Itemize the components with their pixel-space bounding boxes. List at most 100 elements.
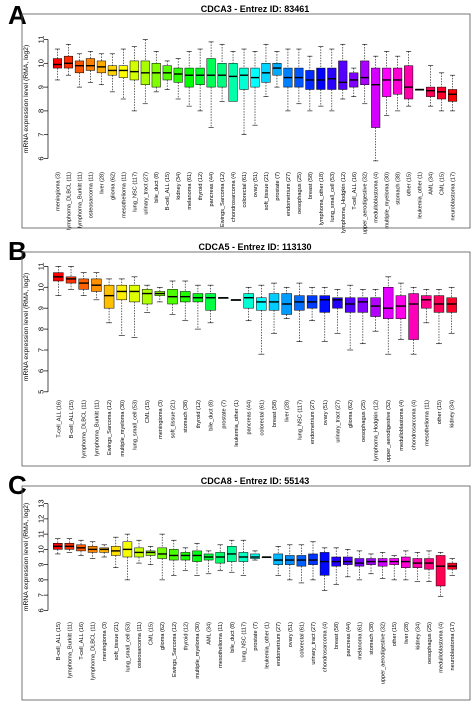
category-label: endometrium (27)	[276, 622, 282, 666]
category-label: glioma (62)	[160, 622, 166, 650]
category-label: B-cell_ALL (15)	[56, 622, 62, 660]
box-1: T-cell_ALL (16)	[53, 266, 64, 438]
box-body	[63, 55, 73, 69]
category-label: liver (28)	[404, 622, 410, 644]
box-8: CML (15)	[141, 284, 153, 423]
box-6: soft_tissue (21)	[111, 536, 121, 660]
box-body	[205, 293, 216, 311]
y-tick-label: 6	[37, 156, 46, 160]
category-label: osteosarcoma (11)	[88, 172, 94, 218]
category-label: B-cell_ALL (15)	[165, 172, 171, 210]
category-label: urinary_tract (27)	[335, 400, 341, 443]
chart-frame	[21, 13, 471, 229]
category-label: breast (58)	[308, 172, 314, 199]
box-27: lymphoma_Hodgkin (12)	[338, 43, 348, 233]
category-label: lung_small_cell (53)	[330, 172, 336, 222]
category-label: Ewings_Sarcoma (12)	[220, 172, 226, 227]
category-label: Ewings_Sarcoma (12)	[172, 622, 178, 677]
y-axis-label: mRNA expression level (RMA, log2)	[23, 273, 30, 381]
category-label: T-cell_ALL (16)	[352, 172, 358, 210]
category-label: lung_small_cell (53)	[125, 622, 131, 672]
category-label: bile_duct (8)	[154, 172, 160, 203]
box-31: other (15)	[433, 289, 445, 424]
y-axis-label: mRNA expression level (RMA, log2)	[23, 503, 30, 611]
category-label: oesophagus (25)	[427, 622, 433, 664]
box-body	[141, 289, 153, 305]
category-label: urinary_tract (27)	[311, 622, 317, 665]
box-22: endometrium (27)	[283, 48, 293, 216]
category-label: lung_small_cell (53)	[132, 400, 138, 450]
box-12: kidney (34)	[173, 58, 183, 200]
y-tick-label: 12	[37, 515, 46, 523]
y-tick-label: 11	[37, 262, 46, 270]
box-6: multiple_myeloma (30)	[116, 278, 127, 457]
y-tick-label: 7	[37, 593, 46, 597]
category-label: medulloblastoma (4)	[439, 622, 445, 673]
box-6: glioma (62)	[107, 53, 117, 200]
category-label: soft_tissue (21)	[264, 172, 270, 210]
category-label: lymphoma_Burkitt (11)	[67, 622, 73, 678]
y-tick-label: 10	[37, 283, 46, 291]
box-13: multiple_myeloma (30)	[192, 542, 202, 679]
box-body	[145, 550, 156, 556]
box-16: Ewings_Sarcoma (12)	[217, 43, 227, 227]
box-body	[377, 558, 388, 567]
category-label: pancreas (44)	[346, 622, 352, 657]
category-label: leukemia_other (1)	[265, 622, 271, 669]
box-29: upper_aerodigestive (32)	[377, 552, 388, 684]
box-body	[393, 67, 403, 95]
box-body	[343, 556, 353, 565]
box-5: Ewings_Sarcoma (12)	[103, 278, 115, 455]
box-body	[357, 297, 369, 313]
box-12: thyroid (12)	[192, 284, 204, 428]
box-17: colorectal (61)	[256, 284, 267, 435]
box-30: mesothelioma (11)	[421, 289, 432, 446]
boxplot-chart-cdca8: CDCA8 - Entrez ID: 55143 mRNA expression …	[21, 476, 471, 701]
box-16: pancreas (44)	[243, 286, 254, 435]
category-label: B-cell_ALL (15)	[69, 400, 75, 438]
box-31: liver (28)	[401, 550, 411, 644]
box-5: meningioma (3)	[99, 544, 109, 661]
box-body	[116, 284, 127, 301]
y-tick-label: 6	[37, 369, 46, 373]
category-label: meningioma (3)	[55, 172, 61, 211]
box-21: endometrium (27)	[306, 286, 318, 444]
category-label: lung_NSC (117)	[297, 400, 303, 440]
category-label: lymphoma_Burkitt (11)	[94, 400, 100, 456]
box-body	[129, 60, 139, 81]
box-4: lymphoma_DLBCL (11)	[87, 541, 98, 680]
box-5: liver (28)	[96, 53, 106, 194]
box-9: CML (15)	[145, 546, 156, 645]
category-label: pancreas (44)	[209, 172, 215, 207]
box-15: leukemia_other (1)	[230, 299, 242, 447]
box-body	[308, 553, 318, 565]
y-tick-label: 8	[37, 578, 46, 582]
category-label: melanoma (61)	[357, 622, 363, 660]
y-tick-label: 9	[37, 85, 46, 89]
box-body	[344, 297, 356, 313]
box-30: other (15)	[389, 555, 399, 646]
box-36: CML (15)	[437, 72, 447, 195]
box-body	[426, 86, 436, 97]
box-22: ovary (51)	[319, 286, 330, 425]
category-label: ovary (51)	[253, 172, 259, 197]
box-26: lung_small_cell (53)	[327, 48, 337, 222]
category-label: upper_aerodigestive (32)	[381, 622, 387, 684]
box-7: mesothelioma (11)	[118, 48, 128, 218]
category-label: mesothelioma (11)	[424, 400, 430, 446]
category-label: upper_aerodigestive (32)	[363, 172, 369, 234]
box-body	[360, 60, 370, 85]
box-20: soft_tissue (21)	[261, 43, 271, 210]
box-32: stomach (38)	[393, 55, 403, 205]
box-21: prostate (7)	[272, 51, 282, 201]
category-label: lung_NSC (117)	[241, 622, 247, 662]
box-35: neuroblastoma (17)	[447, 558, 457, 671]
box-body	[332, 297, 343, 309]
box-body	[250, 553, 260, 559]
y-tick-label: 11	[37, 530, 46, 538]
box-1: meningioma (3)	[52, 48, 63, 211]
category-label: mesothelioma (11)	[218, 622, 224, 668]
box-body	[437, 86, 447, 100]
box-13: melanoma (61)	[184, 51, 194, 210]
box-body	[85, 58, 95, 71]
